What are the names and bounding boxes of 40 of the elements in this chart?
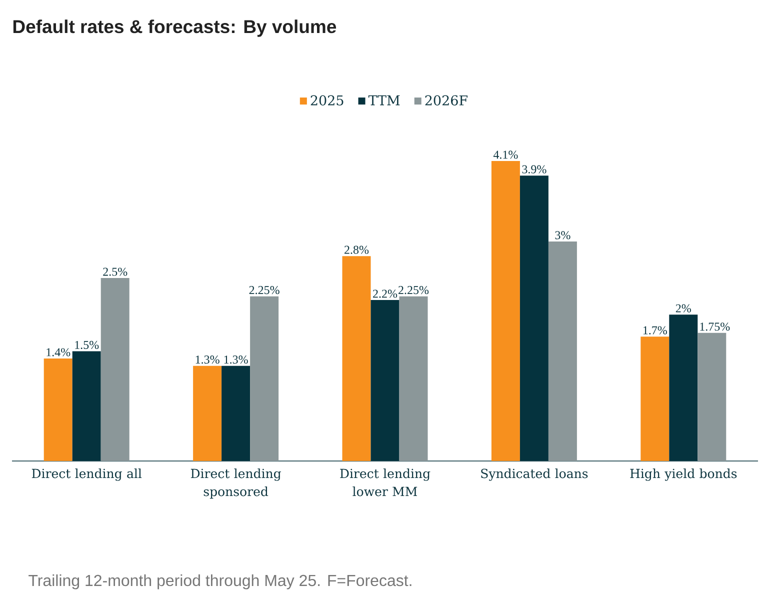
- bar: [222, 366, 250, 461]
- legend-label: 2026F: [425, 95, 468, 106]
- bar: [44, 358, 72, 461]
- data-label: 1.7%: [643, 326, 667, 334]
- bar: [100, 278, 130, 461]
- bar: [698, 332, 726, 461]
- x-tick-label: Direct lending all: [32, 468, 142, 481]
- chart-title: Default rates & forecasts: By volume: [13, 20, 336, 37]
- data-label: 2.25%: [398, 286, 429, 294]
- bar: [250, 296, 279, 461]
- bar: [520, 176, 548, 461]
- text: Trailing 12-month period through May 25. F=Forecast.: [28, 574, 412, 590]
- data-label: 2.5%: [103, 268, 128, 276]
- data-label: 1.4%: [46, 348, 70, 356]
- bar: [640, 336, 670, 461]
- data-label: 2.25%: [249, 286, 280, 294]
- bar: [370, 300, 400, 461]
- bar: [193, 366, 222, 461]
- data-label: 1.3%: [196, 356, 220, 364]
- bar: [72, 351, 101, 461]
- bar: [491, 160, 520, 461]
- data-label: 1.75%: [700, 322, 730, 331]
- data-label: 3%: [555, 231, 570, 240]
- bar: [399, 296, 428, 461]
- x-tick-label: Direct lending sponsored: [190, 468, 281, 499]
- x-tick-label: High yield bonds: [630, 468, 737, 481]
- data-label: 2%: [676, 304, 691, 312]
- x-tick-label: Direct lending lower MM: [340, 468, 430, 496]
- legend-label: TTM: [368, 95, 400, 106]
- bar: [669, 314, 698, 461]
- legend-label: 2025: [310, 95, 344, 106]
- x-tick-label: Syndicated loans: [481, 468, 588, 481]
- data-label: 1.5%: [75, 340, 99, 350]
- data-label: 1.3%: [224, 356, 248, 364]
- data-label: 2.2%: [373, 290, 398, 298]
- data-label: 4.1%: [493, 150, 518, 159]
- data-label: 2.8%: [344, 246, 369, 254]
- bar: [342, 256, 371, 461]
- bar: [548, 241, 577, 461]
- data-label: 3.9%: [522, 165, 546, 174]
